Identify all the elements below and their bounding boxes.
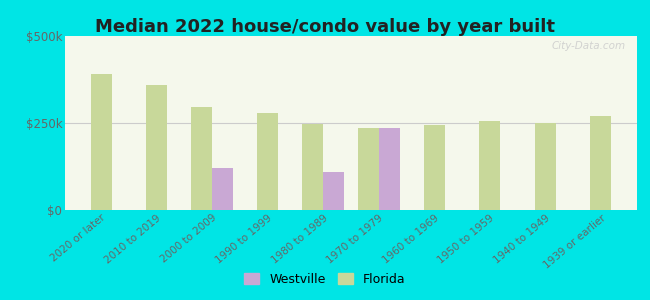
Bar xyxy=(323,172,345,210)
Bar xyxy=(302,124,323,210)
Bar xyxy=(379,128,400,210)
Bar xyxy=(257,113,278,210)
Bar xyxy=(90,74,112,210)
Bar xyxy=(146,85,167,210)
Bar xyxy=(590,116,612,210)
Bar xyxy=(535,123,556,210)
Bar xyxy=(424,125,445,210)
Bar xyxy=(479,121,501,210)
Bar xyxy=(212,168,233,210)
Text: City-Data.com: City-Data.com xyxy=(551,41,625,51)
Bar xyxy=(191,107,212,210)
Legend: Westville, Florida: Westville, Florida xyxy=(239,268,411,291)
Text: Median 2022 house/condo value by year built: Median 2022 house/condo value by year bu… xyxy=(95,18,555,36)
Bar xyxy=(358,128,379,210)
